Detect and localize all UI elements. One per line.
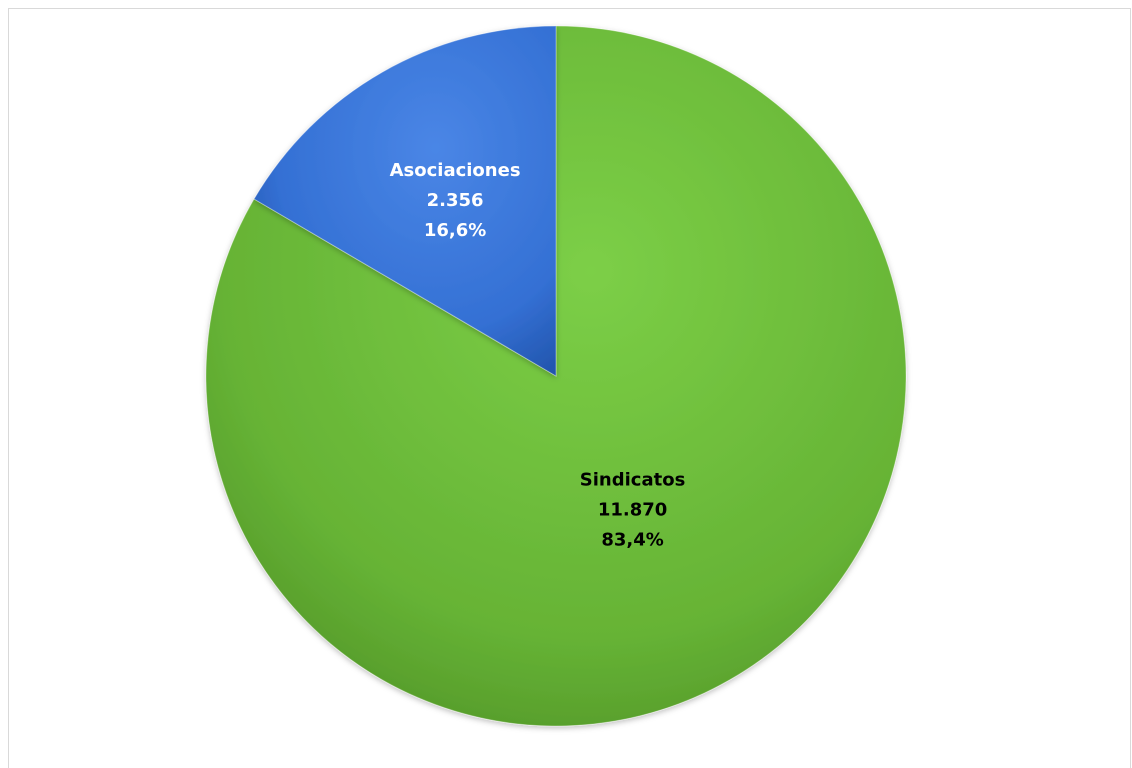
slice-name: Asociaciones [390, 160, 521, 181]
slice-value: 2.356 [427, 190, 484, 211]
slice-label-asociaciones: Asociaciones 2.356 16,6% [390, 160, 521, 241]
slice-label-sindicatos: Sindicatos 11.870 83,4% [580, 470, 686, 551]
slice-percent: 83,4% [601, 530, 663, 551]
slice-percent: 16,6% [424, 220, 486, 241]
slice-value: 11.870 [598, 500, 667, 521]
pie-slice-sindicatos [205, 25, 907, 727]
pie-slice-asociaciones [253, 25, 557, 377]
slice-name: Sindicatos [580, 470, 686, 491]
